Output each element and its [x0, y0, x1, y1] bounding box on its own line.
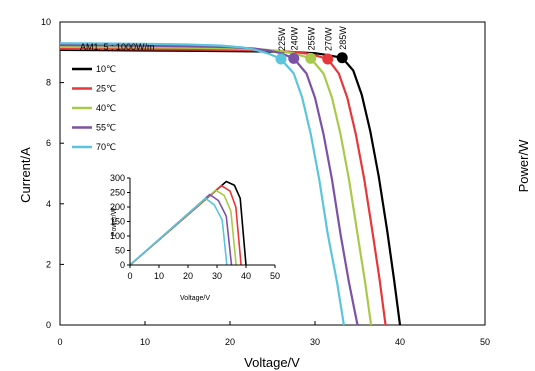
pmax-marker-285W — [336, 52, 348, 64]
x-tick-label: 0 — [57, 337, 62, 347]
legend: 10℃ 25℃ 40℃ 55℃ 70℃ — [72, 64, 116, 152]
inset-y-tick-label: 250 — [110, 188, 125, 198]
y-tick-label: 2 — [46, 259, 51, 269]
inset-power-chart: 0 50 100 150 200 250 300 0 10 20 30 40 50 Power/W V… — [110, 173, 280, 302]
legend-label: 25℃ — [96, 84, 116, 94]
inset-power-curve-10℃ — [129, 180, 247, 266]
inset-y-tick-label: 150 — [110, 217, 125, 227]
legend-label: 10℃ — [96, 64, 116, 74]
inset-x-tick-label: 50 — [270, 271, 280, 281]
right-axis-label: Power/W — [516, 139, 531, 192]
x-tick-label: 20 — [225, 337, 235, 347]
x-axis-label: Voltage/V — [244, 355, 300, 370]
legend-label: 40℃ — [96, 103, 116, 113]
x-tick-label: 30 — [310, 337, 320, 347]
pmax-label-255W: 255W — [307, 26, 317, 50]
legend-label: 55℃ — [96, 123, 116, 133]
inset-x-tick-label: 30 — [212, 271, 222, 281]
inset-y-tick-label: 50 — [115, 246, 125, 256]
pmax-label-225W: 225W — [277, 27, 287, 51]
pmax-marker-225W — [275, 53, 287, 65]
inset-power-curve-70℃ — [129, 197, 228, 266]
iv-curve-70℃ — [59, 42, 345, 326]
x-tick-label: 10 — [140, 337, 150, 347]
inset-y-ticks: 0 50 100 150 200 250 300 — [110, 173, 130, 270]
inset-y-tick-label: 0 — [120, 260, 125, 270]
inset-x-tick-label: 10 — [154, 271, 164, 281]
pmax-marker-240W — [288, 52, 300, 64]
y-axis-ticks: 0 2 4 6 8 10 — [41, 17, 64, 330]
y-tick-label: 6 — [46, 138, 51, 148]
pmax-marker-270W — [322, 53, 334, 65]
main-plot-area: 0 2 4 6 8 10 0 10 20 30 40 50 285W 270W 255W 240W225W… — [41, 17, 490, 347]
iv-curve-55℃ — [59, 43, 359, 326]
pmax-label-285W: 285W — [338, 26, 348, 50]
y-axis-label: Current/A — [18, 147, 33, 203]
inset-x-tick-label: 20 — [183, 271, 193, 281]
y-tick-label: 8 — [46, 78, 51, 88]
inset-power-curve-55℃ — [129, 193, 233, 266]
inset-x-ticks: 0 10 20 30 40 50 — [127, 265, 280, 281]
inset-y-tick-label: 200 — [110, 202, 125, 212]
pmax-marker-255W — [305, 52, 317, 64]
pmax-label-240W: 240W — [290, 26, 300, 50]
inset-power-curves — [129, 180, 247, 266]
inset-y-tick-label: 100 — [110, 231, 125, 241]
x-tick-label: 50 — [480, 337, 490, 347]
pmax-markers — [275, 52, 348, 65]
inset-y-tick-label: 300 — [110, 173, 125, 183]
iv-curve-40℃ — [59, 45, 373, 326]
y-tick-label: 4 — [46, 199, 51, 209]
y-tick-label: 0 — [46, 320, 51, 330]
legend-label: 70℃ — [96, 142, 116, 152]
inset-x-axis-label: Voltage/V — [180, 295, 210, 302]
inset-x-tick-label: 0 — [127, 271, 132, 281]
plot-frame — [59, 21, 486, 326]
condition-annotation: AM1. 5 ; 1000W/m — [80, 42, 155, 52]
pmax-label-270W: 270W — [324, 27, 334, 51]
inset-y-axis-label: Power/W — [111, 207, 118, 236]
inset-power-curve-40℃ — [129, 189, 237, 266]
x-tick-label: 40 — [395, 337, 405, 347]
inset-x-tick-label: 40 — [241, 271, 251, 281]
y-tick-label: 10 — [41, 17, 51, 27]
